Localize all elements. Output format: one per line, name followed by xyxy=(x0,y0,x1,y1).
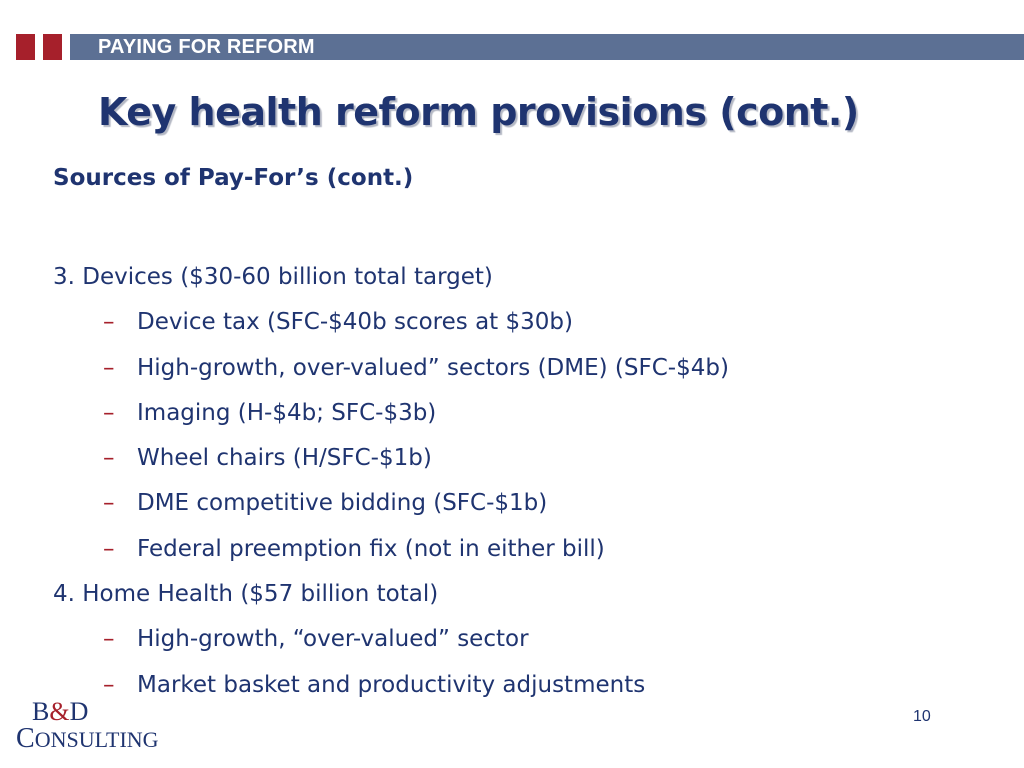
dash-bullet-icon: – xyxy=(103,445,115,472)
logo-letter-c: C xyxy=(16,723,35,754)
header-square-1 xyxy=(16,34,35,60)
list-item: – Wheel chairs (H/SFC-$1b) xyxy=(53,439,983,484)
logo-line-2: CONSULTING xyxy=(16,725,159,757)
logo-letter-b: B xyxy=(32,697,50,726)
logo-ampersand: & xyxy=(49,697,70,726)
list-item: – High-growth, over-valued” sectors (DME)… xyxy=(53,349,983,394)
dash-bullet-icon: – xyxy=(103,671,115,698)
list-item: – High-growth, “over-valued” sector xyxy=(53,620,983,665)
list-item-text: High-growth, “over-valued” sector xyxy=(137,626,529,653)
dash-bullet-icon: – xyxy=(103,535,115,562)
dash-bullet-icon: – xyxy=(103,354,115,381)
slide-title: Key health reform provisions (cont.) xyxy=(98,90,859,134)
list-item: – DME competitive bidding (SFC-$1b) xyxy=(53,484,983,529)
dash-bullet-icon: – xyxy=(103,309,115,336)
list-item-text: Federal preemption fix (not in either bi… xyxy=(137,535,605,562)
list-heading: 4. Home Health ($57 billion total) xyxy=(53,575,983,620)
list-item-text: Device tax (SFC-$40b scores at $30b) xyxy=(137,309,573,336)
slide-subtitle: Sources of Pay-For’s (cont.) xyxy=(53,165,414,191)
list-item-text: Market basket and productivity adjustmen… xyxy=(137,671,646,698)
list-item: – Device tax (SFC-$40b scores at $30b) xyxy=(53,303,983,348)
dash-bullet-icon: – xyxy=(103,490,115,517)
header-label: PAYING FOR REFORM xyxy=(98,36,315,58)
company-logo: B&D CONSULTING xyxy=(16,698,206,754)
header-square-2 xyxy=(43,34,62,60)
list-item-text: Imaging (H-$4b; SFC-$3b) xyxy=(137,399,437,426)
list-item-text: 3. Devices ($30-60 billion total target) xyxy=(53,264,493,290)
list-item-text: High-growth, over-valued” sectors (DME) … xyxy=(137,354,729,381)
list-item-text: Wheel chairs (H/SFC-$1b) xyxy=(137,445,432,472)
dash-bullet-icon: – xyxy=(103,399,115,426)
logo-line-1: B&D xyxy=(32,698,88,726)
page-number: 10 xyxy=(913,708,931,725)
list-item: – Imaging (H-$4b; SFC-$3b) xyxy=(53,394,983,439)
logo-letter-d: D xyxy=(69,697,89,726)
content-list: 3. Devices ($30-60 billion total target)… xyxy=(53,258,983,711)
list-item-text: 4. Home Health ($57 billion total) xyxy=(53,581,439,608)
logo-consulting-text: ONSULTING xyxy=(34,727,159,752)
header-bar xyxy=(70,34,1024,60)
list-item: – Federal preemption fix (not in either b… xyxy=(53,530,983,575)
dash-bullet-icon: – xyxy=(103,626,115,653)
list-heading: 3. Devices ($30-60 billion total target) xyxy=(53,258,983,303)
list-item-text: DME competitive bidding (SFC-$1b) xyxy=(137,490,548,517)
list-item: – Market basket and productivity adjustme… xyxy=(53,666,983,711)
